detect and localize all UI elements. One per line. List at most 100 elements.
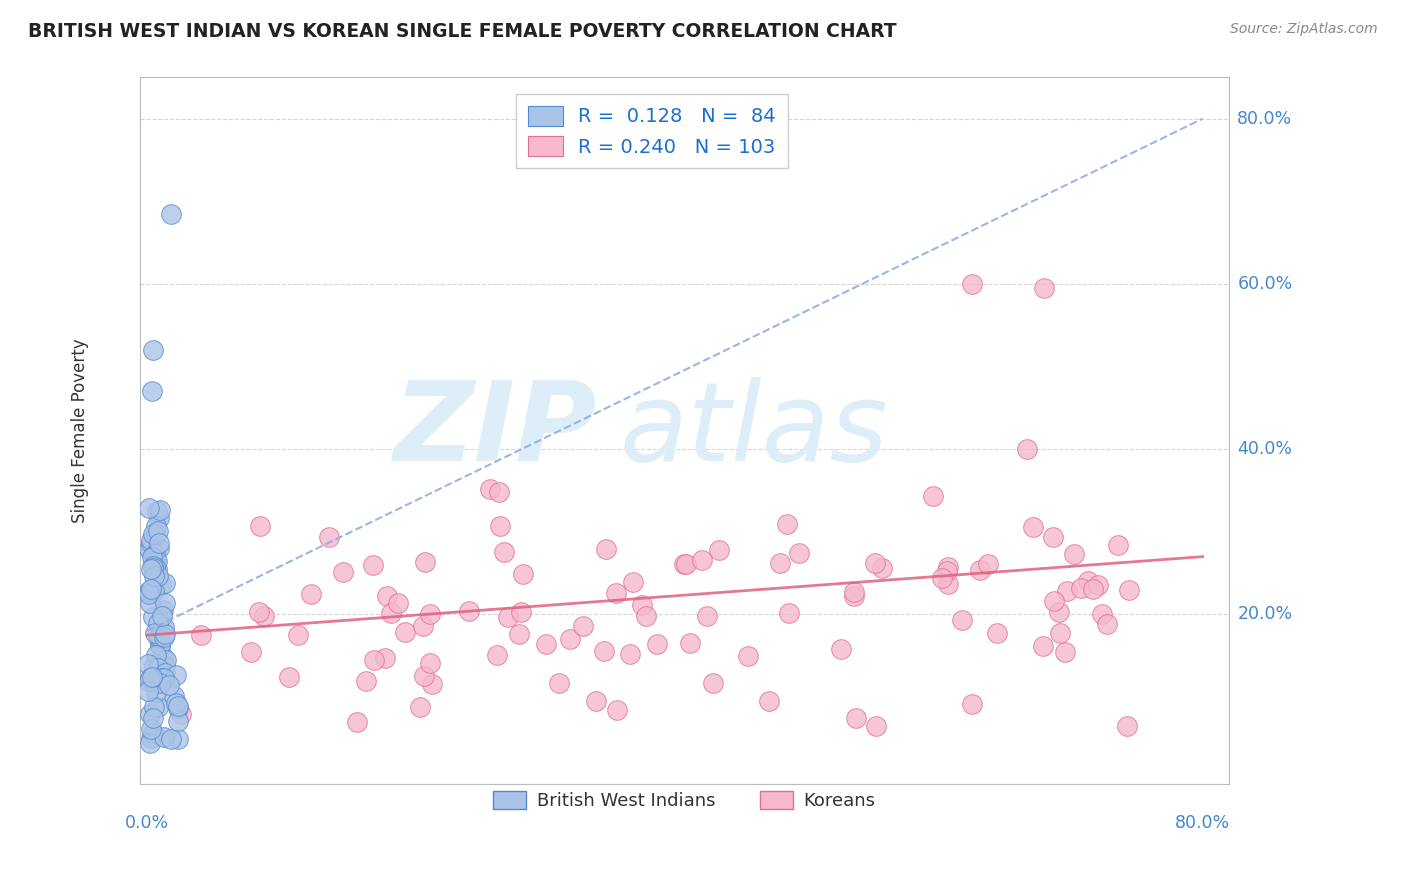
Point [387, 596, 409, 610]
Point [510, 605, 533, 619]
Point [479, 482, 502, 496]
Point [157, 678, 180, 692]
Point [149, 503, 172, 517]
Text: atlas: atlas [619, 377, 887, 484]
Point [420, 677, 443, 691]
Point [548, 676, 571, 690]
Point [865, 719, 887, 733]
Point [142, 711, 165, 725]
Point [863, 556, 886, 570]
Point [159, 207, 181, 221]
Point [152, 620, 174, 634]
Point [496, 610, 519, 624]
Point [138, 707, 160, 722]
Point [153, 730, 176, 744]
Point [707, 543, 730, 558]
Text: 80.0%: 80.0% [1175, 814, 1230, 832]
Point [170, 706, 193, 721]
Text: 0.0%: 0.0% [125, 814, 169, 832]
Point [672, 557, 695, 571]
Text: ZIP: ZIP [394, 377, 598, 484]
Point [679, 636, 702, 650]
Point [152, 603, 174, 617]
Point [145, 648, 167, 662]
Point [488, 484, 510, 499]
Point [143, 659, 166, 673]
Point [141, 670, 163, 684]
Point [146, 661, 169, 675]
Point [332, 565, 354, 579]
Point [190, 628, 212, 642]
Point [1063, 547, 1085, 561]
Point [842, 589, 865, 603]
Point [675, 557, 697, 571]
Point [153, 575, 176, 590]
Point [356, 674, 378, 689]
Point [153, 659, 176, 673]
Point [593, 644, 616, 658]
Point [138, 584, 160, 599]
Point [249, 519, 271, 533]
Point [1095, 616, 1118, 631]
Point [136, 657, 159, 672]
Point [150, 609, 173, 624]
Point [830, 642, 852, 657]
Point [301, 587, 323, 601]
Point [141, 722, 163, 736]
Point [153, 665, 176, 680]
Point [631, 598, 654, 612]
Point [145, 519, 167, 533]
Point [605, 585, 627, 599]
Point [166, 714, 188, 728]
Point [148, 541, 170, 555]
Text: 60.0%: 60.0% [1237, 275, 1292, 293]
Point [138, 500, 160, 515]
Point [419, 656, 441, 670]
Point [138, 684, 160, 698]
Point [142, 559, 165, 574]
Point [489, 519, 512, 533]
Point [149, 577, 172, 591]
Point [143, 547, 166, 561]
Point [145, 685, 167, 699]
Point [1087, 578, 1109, 592]
Point [148, 629, 170, 643]
Point [346, 714, 368, 729]
Point [776, 516, 799, 531]
Point [146, 524, 169, 538]
Point [318, 531, 340, 545]
Point [139, 731, 162, 745]
Point [363, 653, 385, 667]
Point [142, 343, 165, 357]
Point [138, 671, 160, 685]
Point [758, 694, 780, 708]
Point [508, 626, 530, 640]
Point [931, 572, 953, 586]
Point [737, 649, 759, 664]
Point [842, 585, 865, 599]
Point [1033, 281, 1056, 295]
Point [139, 542, 162, 557]
Point [146, 699, 169, 714]
Point [1056, 584, 1078, 599]
Point [143, 626, 166, 640]
Point [409, 700, 432, 714]
Point [935, 564, 957, 578]
Point [149, 675, 172, 690]
Point [572, 618, 595, 632]
Point [375, 589, 398, 603]
Point [138, 674, 160, 689]
Point [1017, 442, 1039, 456]
Point [1053, 645, 1076, 659]
Point [142, 568, 165, 582]
Point [141, 384, 163, 399]
Point [143, 700, 166, 714]
Point [165, 667, 187, 681]
Text: Single Female Poverty: Single Female Poverty [72, 338, 90, 523]
Point [647, 637, 669, 651]
Point [485, 648, 508, 662]
Point [148, 511, 170, 525]
Point [690, 553, 713, 567]
Text: 40.0%: 40.0% [1237, 441, 1292, 458]
Point [696, 609, 718, 624]
